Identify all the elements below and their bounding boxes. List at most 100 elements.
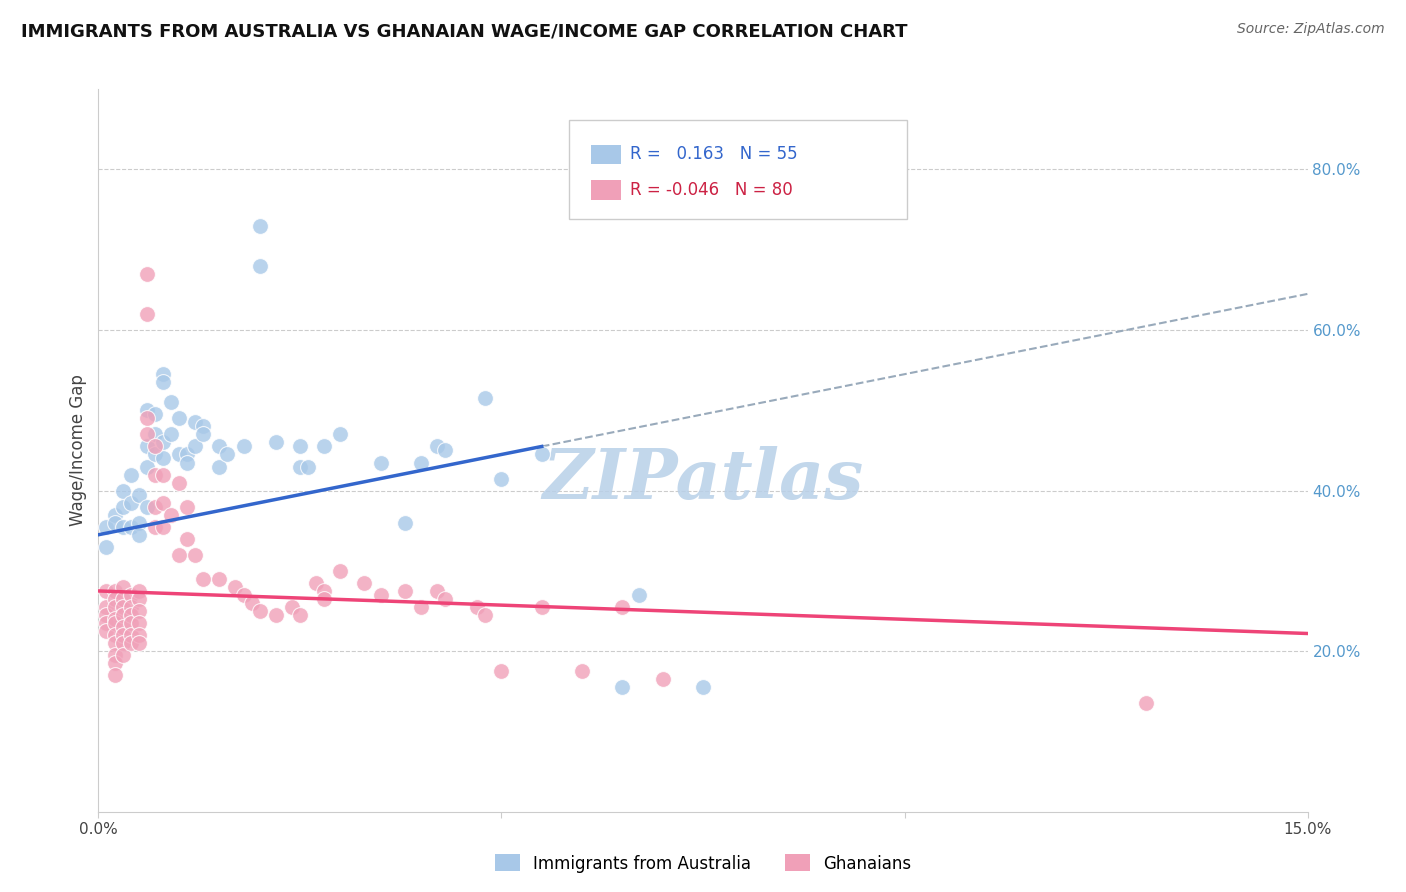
- Point: [103, 668, 125, 682]
- Text: Source: ZipAtlas.com: Source: ZipAtlas.com: [1237, 22, 1385, 37]
- Point: [111, 580, 134, 594]
- Point: [120, 608, 142, 623]
- Point: [474, 391, 496, 405]
- Point: [692, 680, 714, 694]
- Point: [208, 459, 231, 474]
- Point: [288, 439, 311, 453]
- Point: [135, 307, 157, 321]
- Point: [111, 628, 134, 642]
- Point: [264, 608, 287, 623]
- Point: [1135, 696, 1157, 710]
- Point: [612, 680, 634, 694]
- Point: [135, 411, 157, 425]
- Point: [120, 615, 142, 630]
- Point: [143, 439, 166, 453]
- Point: [176, 447, 198, 462]
- Point: [297, 459, 319, 474]
- Point: [409, 455, 432, 469]
- Point: [96, 599, 118, 614]
- Point: [249, 259, 271, 273]
- Point: [651, 673, 673, 687]
- Point: [152, 467, 174, 482]
- Point: [143, 500, 166, 514]
- Point: [224, 580, 246, 594]
- Point: [240, 596, 263, 610]
- Point: [152, 375, 174, 389]
- Point: [208, 439, 231, 453]
- Point: [314, 439, 336, 453]
- Point: [394, 583, 416, 598]
- Point: [370, 455, 392, 469]
- Point: [96, 519, 118, 533]
- Point: [128, 636, 150, 650]
- Point: [103, 599, 125, 614]
- Point: [111, 483, 134, 498]
- Point: [184, 439, 207, 453]
- Point: [103, 648, 125, 662]
- Point: [128, 583, 150, 598]
- Point: [152, 451, 174, 466]
- Y-axis label: Wage/Income Gap: Wage/Income Gap: [69, 375, 87, 526]
- Point: [128, 615, 150, 630]
- Point: [353, 576, 375, 591]
- Point: [530, 599, 553, 614]
- Point: [111, 599, 134, 614]
- Point: [143, 447, 166, 462]
- Point: [249, 604, 271, 618]
- Text: R =   0.163   N = 55: R = 0.163 N = 55: [630, 145, 797, 163]
- Point: [434, 443, 457, 458]
- Point: [167, 475, 190, 490]
- Point: [111, 500, 134, 514]
- Point: [111, 608, 134, 623]
- Point: [329, 427, 352, 442]
- Point: [627, 588, 650, 602]
- Point: [96, 583, 118, 598]
- Point: [152, 435, 174, 450]
- Point: [143, 407, 166, 421]
- Point: [103, 583, 125, 598]
- Point: [160, 427, 183, 442]
- Legend: Immigrants from Australia, Ghanaians: Immigrants from Australia, Ghanaians: [488, 847, 918, 880]
- Point: [135, 403, 157, 417]
- Point: [314, 592, 336, 607]
- Point: [128, 487, 150, 501]
- Point: [111, 519, 134, 533]
- Point: [474, 608, 496, 623]
- Point: [96, 615, 118, 630]
- Point: [120, 495, 142, 509]
- Point: [135, 459, 157, 474]
- Point: [128, 516, 150, 530]
- Point: [103, 615, 125, 630]
- Text: R = -0.046   N = 80: R = -0.046 N = 80: [630, 181, 793, 199]
- Point: [103, 612, 125, 626]
- Point: [176, 455, 198, 469]
- Text: IMMIGRANTS FROM AUSTRALIA VS GHANAIAN WAGE/INCOME GAP CORRELATION CHART: IMMIGRANTS FROM AUSTRALIA VS GHANAIAN WA…: [21, 22, 908, 40]
- Point: [103, 508, 125, 522]
- Point: [288, 608, 311, 623]
- Point: [530, 447, 553, 462]
- Point: [128, 592, 150, 607]
- Text: ZIPatlas: ZIPatlas: [543, 446, 863, 513]
- Point: [152, 368, 174, 382]
- Point: [128, 527, 150, 541]
- Point: [135, 427, 157, 442]
- Point: [111, 620, 134, 634]
- Point: [184, 415, 207, 429]
- Point: [103, 636, 125, 650]
- Point: [232, 588, 254, 602]
- Point: [128, 604, 150, 618]
- Point: [612, 599, 634, 614]
- Point: [426, 439, 449, 453]
- Point: [120, 599, 142, 614]
- Point: [143, 427, 166, 442]
- Point: [167, 548, 190, 562]
- Point: [135, 500, 157, 514]
- Point: [193, 572, 215, 586]
- Point: [409, 599, 432, 614]
- Point: [103, 592, 125, 607]
- Point: [103, 516, 125, 530]
- Point: [184, 548, 207, 562]
- Point: [491, 471, 513, 485]
- Point: [120, 628, 142, 642]
- Point: [135, 439, 157, 453]
